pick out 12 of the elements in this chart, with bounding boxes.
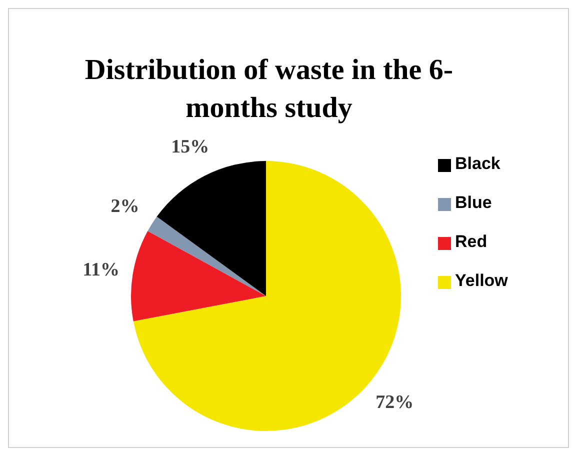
legend-label: Yellow [455,271,508,290]
legend-label: Blue [455,193,492,212]
data-label: 2% [110,196,140,218]
pie-slice [131,230,266,322]
data-label: 15% [171,136,210,158]
pie-slice [148,216,266,296]
legend-label: Red [455,232,488,251]
data-label: 11% [82,259,120,280]
pie-slice [156,161,266,296]
legend-label: Black [455,154,500,173]
chart-title: Distribution of waste in the 6-months study [84,53,454,126]
data-label: 72% [376,392,414,413]
